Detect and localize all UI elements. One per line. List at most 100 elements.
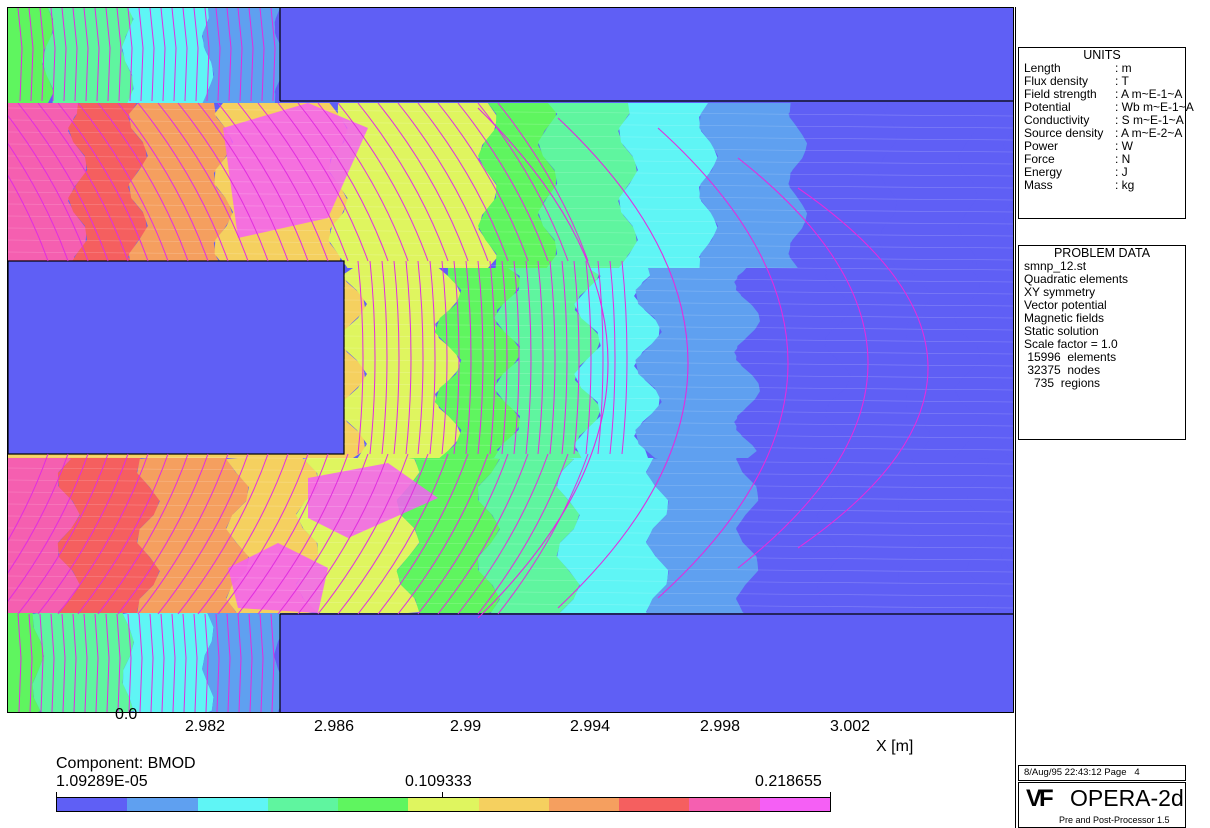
units-key: Power [1024, 139, 1059, 153]
field-plot-svg [8, 8, 1013, 712]
flux-line [357, 260, 364, 455]
flux-line [149, 8, 155, 102]
mesh-line [343, 263, 1013, 271]
flux-line [17, 453, 109, 615]
flux-line [177, 102, 269, 262]
flux-line [37, 453, 129, 615]
flux-line [417, 102, 509, 262]
field-band-middle [574, 268, 661, 458]
plot-frame-bottom [7, 712, 1014, 713]
mesh-line [343, 299, 1013, 307]
flux-line [609, 260, 616, 455]
flux-line [248, 613, 253, 712]
field-band-bottom [8, 613, 44, 712]
flux-line [50, 8, 56, 102]
flux-line [83, 8, 89, 102]
flux-line [237, 613, 242, 712]
mesh-line [8, 587, 1013, 597]
units-key: Length [1024, 61, 1061, 75]
mesh-line [8, 539, 1013, 549]
x-tick-label: 3.002 [830, 718, 871, 735]
flux-line [501, 260, 508, 455]
flux-line [405, 260, 412, 455]
problem-data-line: 15996 elements [1024, 350, 1117, 364]
units-row: Potential: Wb m~E-1~A [1019, 101, 1194, 114]
flux-line [77, 453, 169, 615]
units-row: Source density: A m~E-2~A [1019, 127, 1185, 140]
mesh-line [8, 179, 1013, 189]
units-value: : A m~E-1~A [1115, 87, 1183, 101]
mesh-line [343, 395, 1013, 403]
flux-line [257, 453, 349, 615]
flux-line [8, 453, 69, 574]
field-band-lower [816, 458, 920, 613]
flux-line [149, 613, 154, 712]
units-key: Field strength [1024, 87, 1097, 101]
flux-line [561, 260, 568, 455]
flux-line [513, 260, 520, 455]
flux-line [453, 260, 460, 455]
problem-data-line: smnp_12.st [1024, 259, 1087, 273]
flux-line [357, 453, 449, 615]
problem-data-line: Quadratic elements [1024, 272, 1129, 286]
colorbar-segment [267, 798, 339, 811]
flux-line [417, 260, 424, 455]
colorbar-segment [338, 798, 409, 811]
field-band-upper [328, 103, 498, 268]
flux-line [215, 613, 220, 712]
side-panel-divider [1015, 7, 1016, 828]
mesh-line [343, 323, 1013, 331]
flux-line [160, 8, 166, 102]
units-key: Energy [1024, 165, 1063, 179]
flux-line [77, 102, 169, 262]
plot-frame-right [1013, 7, 1014, 713]
mesh-line [343, 419, 1013, 427]
plot-frame-top [7, 7, 1014, 8]
colorbar-component-label: Component: BMOD [56, 755, 196, 772]
flux-line [270, 8, 276, 102]
flux-line [116, 8, 122, 102]
flux-line [297, 102, 389, 262]
problem-data-line: Vector potential [1024, 298, 1107, 312]
field-band-lower [8, 458, 80, 613]
field-band-upper [618, 103, 718, 268]
x-tick-label: 2.998 [700, 718, 741, 735]
x-tick-label: 0.0 [115, 706, 138, 723]
flux-arc [737, 157, 869, 569]
flux-line [397, 453, 489, 615]
iron-block-top [280, 8, 1013, 101]
units-title: UNITS [1083, 48, 1121, 62]
flux-line [270, 613, 275, 712]
flux-line [317, 102, 409, 262]
mesh-line [343, 407, 1013, 415]
flux-line [57, 102, 149, 262]
flux-line [137, 102, 229, 262]
flux-line [259, 8, 265, 102]
flux-line [8, 142, 69, 262]
flux-line [39, 8, 45, 102]
flux-line [257, 102, 349, 262]
mesh-line [8, 131, 1013, 141]
mesh-line [343, 371, 1013, 379]
mesh-line [8, 119, 1013, 129]
flux-line [437, 102, 529, 262]
problem-data-line: 32375 nodes [1024, 363, 1101, 377]
x-axis-title: X [m] [876, 738, 914, 755]
flux-line [226, 613, 231, 712]
flux-line [457, 102, 549, 262]
colorbar-segment [478, 798, 549, 811]
flux-line [393, 260, 400, 455]
flux-line [61, 613, 66, 712]
flux-line [197, 102, 289, 262]
field-band-upper [128, 103, 233, 268]
flux-line [204, 613, 209, 712]
field-band-upper [788, 103, 898, 268]
flux-line [97, 102, 189, 262]
mesh-line [8, 203, 1013, 213]
flux-line [549, 260, 556, 455]
flux-line [39, 613, 44, 712]
field-band-middle [904, 268, 982, 458]
field-band-upper [478, 103, 557, 268]
flux-line [259, 613, 264, 712]
mesh-line [343, 359, 1013, 367]
